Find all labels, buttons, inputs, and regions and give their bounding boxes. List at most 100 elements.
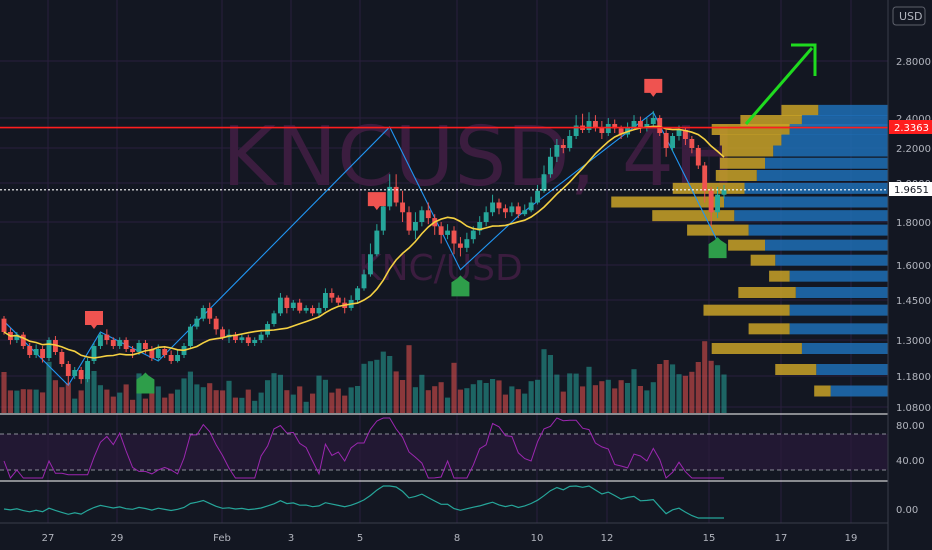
volume-bar-55 [355, 386, 361, 413]
candle-body-25 [162, 349, 168, 355]
time-tick-3: 3 [288, 533, 294, 544]
candle-body-33 [213, 318, 219, 330]
candle-body-41 [265, 324, 271, 335]
candle-body-15 [97, 334, 103, 346]
candle-body-73 [470, 230, 476, 240]
candle-body-20 [130, 349, 136, 352]
time-tick-0: 27 [42, 533, 55, 544]
volume-bar-90 [580, 386, 586, 413]
profile-sell-11 [728, 239, 765, 251]
watermark-title: KNCUSD, 4H [222, 110, 736, 205]
volume-bar-0 [1, 372, 7, 413]
candle-body-60 [387, 186, 393, 207]
profile-sell-9 [652, 210, 735, 222]
sell-signal-1 [367, 192, 386, 211]
candle-body-71 [457, 243, 463, 248]
volume-bar-36 [232, 397, 238, 413]
volume-bar-31 [200, 387, 206, 413]
volume-bar-53 [342, 395, 348, 413]
candle-body-11 [72, 370, 78, 376]
volume-bar-52 [335, 388, 341, 413]
volume-bar-46 [297, 386, 303, 413]
candlesticks [1, 110, 727, 386]
volume-bar-24 [155, 386, 161, 413]
candle-body-96 [618, 128, 624, 135]
candle-body-91 [586, 121, 592, 130]
volume-bar-92 [592, 385, 598, 413]
volume-bar-38 [245, 389, 251, 413]
volume-bar-106 [682, 375, 688, 413]
profile-sell-3 [719, 134, 782, 146]
candle-body-66 [425, 210, 431, 219]
volume-bar-99 [637, 386, 643, 413]
candle-body-72 [464, 239, 470, 248]
volume-bar-111 [715, 365, 721, 413]
candle-body-85 [547, 156, 553, 175]
price-tick-2: 2.2000 [896, 144, 931, 155]
oscillator-line [3, 485, 724, 519]
candle-body-2 [14, 334, 20, 340]
profile-sell-12 [750, 254, 776, 266]
candle-body-50 [322, 293, 328, 308]
candle-body-109 [702, 165, 708, 191]
candle-body-47 [303, 308, 309, 311]
volume-bar-91 [586, 366, 592, 413]
candle-body-106 [682, 130, 688, 139]
profile-sell-1 [740, 115, 802, 126]
candle-body-99 [637, 121, 643, 129]
volume-bar-29 [187, 371, 193, 413]
candle-body-82 [528, 202, 534, 211]
candle-body-7 [46, 340, 52, 358]
volume-bar-102 [657, 364, 663, 413]
volume-bar-2 [14, 390, 20, 413]
volume-bar-10 [65, 383, 71, 413]
volume-bar-85 [547, 355, 553, 413]
volume-bar-87 [560, 391, 566, 413]
volume-bar-112 [721, 374, 727, 413]
candle-body-63 [406, 212, 412, 231]
volume-bar-4 [27, 389, 33, 413]
volume-bar-35 [226, 380, 232, 413]
volume-bar-100 [644, 390, 650, 413]
volume-bar-72 [464, 388, 470, 413]
last-price-label: 1.9651 [889, 182, 932, 196]
volume-bar-3 [20, 389, 26, 413]
volume-bar-42 [271, 373, 277, 413]
profile-buy-11 [765, 239, 888, 251]
rsi-band [0, 434, 888, 470]
volume-bar-22 [142, 398, 148, 413]
profile-buy-15 [789, 304, 888, 316]
currency-selector[interactable]: USD [892, 6, 926, 26]
candle-body-18 [117, 340, 123, 346]
candle-body-59 [380, 206, 386, 231]
volume-bar-1 [7, 390, 13, 413]
profile-buy-9 [734, 210, 888, 222]
volume-bar-95 [612, 388, 618, 413]
candle-body-62 [400, 202, 406, 213]
volume-bar-60 [387, 356, 393, 413]
volume-bar-75 [483, 383, 489, 413]
volume-bar-61 [393, 371, 399, 413]
candle-body-52 [335, 297, 341, 303]
candle-body-95 [612, 124, 618, 129]
volume-bar-5 [33, 389, 39, 413]
volume-bar-82 [528, 381, 534, 413]
candle-body-42 [271, 313, 277, 324]
candle-body-56 [361, 274, 367, 289]
sell-signal-2 [644, 78, 663, 97]
profile-sell-17 [711, 343, 802, 354]
candle-body-102 [657, 118, 663, 133]
candle-body-108 [695, 148, 701, 166]
time-axis[interactable]: 27 29 Feb 3 5 8 10 12 15 17 19 [42, 533, 858, 544]
rsi-line [3, 417, 724, 479]
volume-bar-59 [380, 351, 386, 413]
time-tick-9: 17 [775, 533, 788, 544]
candle-body-110 [708, 190, 714, 213]
volume-bar-88 [567, 373, 573, 413]
candle-body-49 [316, 308, 322, 314]
volume-bar-40 [258, 392, 264, 413]
volume-bar-86 [554, 374, 560, 413]
candle-body-58 [374, 230, 380, 255]
volume-bar-64 [412, 387, 418, 413]
